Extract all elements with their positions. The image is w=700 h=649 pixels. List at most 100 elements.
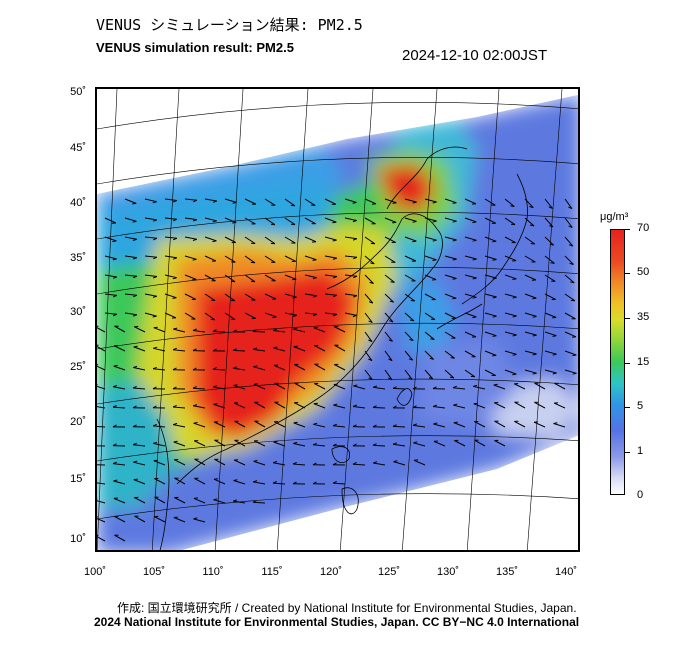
wind-arrow — [184, 217, 197, 221]
wind-arrow-head — [132, 424, 137, 428]
wind-arrow-head — [492, 296, 497, 299]
wind-arrow-head — [132, 405, 137, 409]
wind-arrow-head — [452, 202, 457, 204]
pm25-map[interactable] — [95, 87, 580, 552]
lat-label-45: 45˚ — [70, 142, 86, 154]
wind-arrow — [153, 327, 166, 333]
wind-arrow-head — [388, 358, 393, 362]
wind-arrow — [324, 274, 337, 277]
wind-arrow-head — [293, 345, 298, 348]
wind-arrow — [324, 255, 337, 259]
wind-arrow — [513, 383, 526, 390]
wind-arrow — [453, 387, 466, 390]
wind-arrow-head — [112, 443, 117, 447]
wind-arrow — [464, 198, 477, 205]
wind-arrow — [444, 255, 457, 260]
wind-arrow — [564, 236, 574, 247]
wind-arrow — [324, 293, 337, 296]
wind-arrow — [493, 384, 506, 390]
wind-arrow — [193, 422, 206, 428]
wind-arrow — [154, 496, 166, 504]
wind-arrow-head — [272, 481, 277, 484]
wind-arrow — [244, 255, 256, 264]
wind-arrow — [253, 481, 266, 485]
wind-arrow — [174, 477, 186, 485]
wind-arrow — [524, 331, 537, 336]
wind-arrow — [193, 497, 206, 504]
wind-arrow-head — [313, 402, 318, 405]
wind-arrow-head — [413, 441, 418, 444]
wind-arrow-head — [368, 377, 373, 380]
wind-arrow — [184, 312, 196, 320]
title-english: VENUS simulation result: PM2.5 — [96, 40, 294, 55]
wind-arrow — [97, 346, 106, 352]
wind-arrow-head — [292, 278, 297, 281]
wind-arrow — [553, 402, 566, 409]
wind-arrow-head — [512, 373, 517, 376]
wind-arrow — [364, 350, 373, 361]
wind-arrow — [324, 236, 337, 241]
wind-arrow-head — [572, 354, 577, 357]
wind-arrow-head — [512, 334, 517, 337]
wind-arrow — [524, 236, 536, 245]
wind-arrow-head — [312, 481, 317, 485]
wind-arrow — [264, 236, 276, 245]
wind-arrow — [324, 198, 337, 205]
wind-arrow-head — [213, 498, 218, 501]
wind-arrow — [444, 293, 457, 299]
map-canvas — [97, 89, 578, 550]
wind-arrow — [484, 198, 496, 206]
wind-arrow — [454, 440, 466, 447]
lat-label-10: 10˚ — [70, 533, 86, 545]
wind-arrow-head — [112, 405, 117, 408]
wind-arrow — [314, 363, 326, 371]
wind-arrow — [274, 382, 286, 390]
wind-arrow-head — [452, 239, 457, 242]
wind-arrow — [253, 383, 266, 390]
wind-arrow-head — [133, 345, 138, 348]
wind-arrow-head — [192, 238, 197, 241]
wind-arrow — [424, 274, 437, 281]
wind-arrow-head — [453, 421, 458, 424]
wind-arrow — [113, 480, 126, 485]
wind-arrow-head — [472, 296, 477, 299]
wind-arrow — [514, 420, 526, 428]
wind-arrow — [564, 369, 577, 374]
wind-arrow-head — [193, 199, 198, 203]
wind-arrow-head — [570, 281, 575, 284]
wind-arrow — [244, 217, 256, 225]
wind-arrow — [273, 462, 286, 466]
wind-arrow — [154, 516, 166, 523]
wind-arrow — [204, 236, 217, 242]
wind-arrow — [233, 459, 246, 466]
wind-arrow-head — [173, 327, 178, 330]
wind-arrow — [524, 312, 537, 317]
wind-arrow — [153, 347, 166, 352]
wind-arrow — [564, 274, 575, 284]
wind-arrow-head — [368, 301, 373, 304]
wind-arrow — [504, 369, 517, 375]
wind-arrow-head — [473, 402, 478, 405]
wind-arrow — [433, 423, 446, 428]
timestamp: 2024-12-10 02:00JST — [402, 47, 548, 64]
wind-arrow — [264, 198, 276, 206]
wind-arrow — [144, 255, 157, 258]
wind-arrow — [214, 439, 226, 447]
wind-arrow — [153, 368, 166, 371]
wind-arrow-head — [333, 403, 338, 406]
wind-arrow-head — [152, 366, 157, 370]
wind-arrow — [364, 198, 377, 205]
wind-arrow — [97, 500, 106, 504]
wind-arrow — [564, 198, 573, 209]
wind-arrow — [193, 405, 206, 409]
colorbar-tickmark — [625, 229, 630, 230]
wind-arrow — [213, 499, 226, 504]
wind-arrow — [184, 255, 197, 260]
wind-arrow-head — [112, 240, 117, 243]
wind-arrow-head — [370, 262, 375, 265]
wind-arrow-head — [512, 353, 517, 356]
wind-arrow — [224, 198, 237, 203]
wind-arrow-head — [312, 277, 317, 280]
wind-arrow — [124, 312, 137, 316]
wind-arrow — [404, 217, 417, 222]
